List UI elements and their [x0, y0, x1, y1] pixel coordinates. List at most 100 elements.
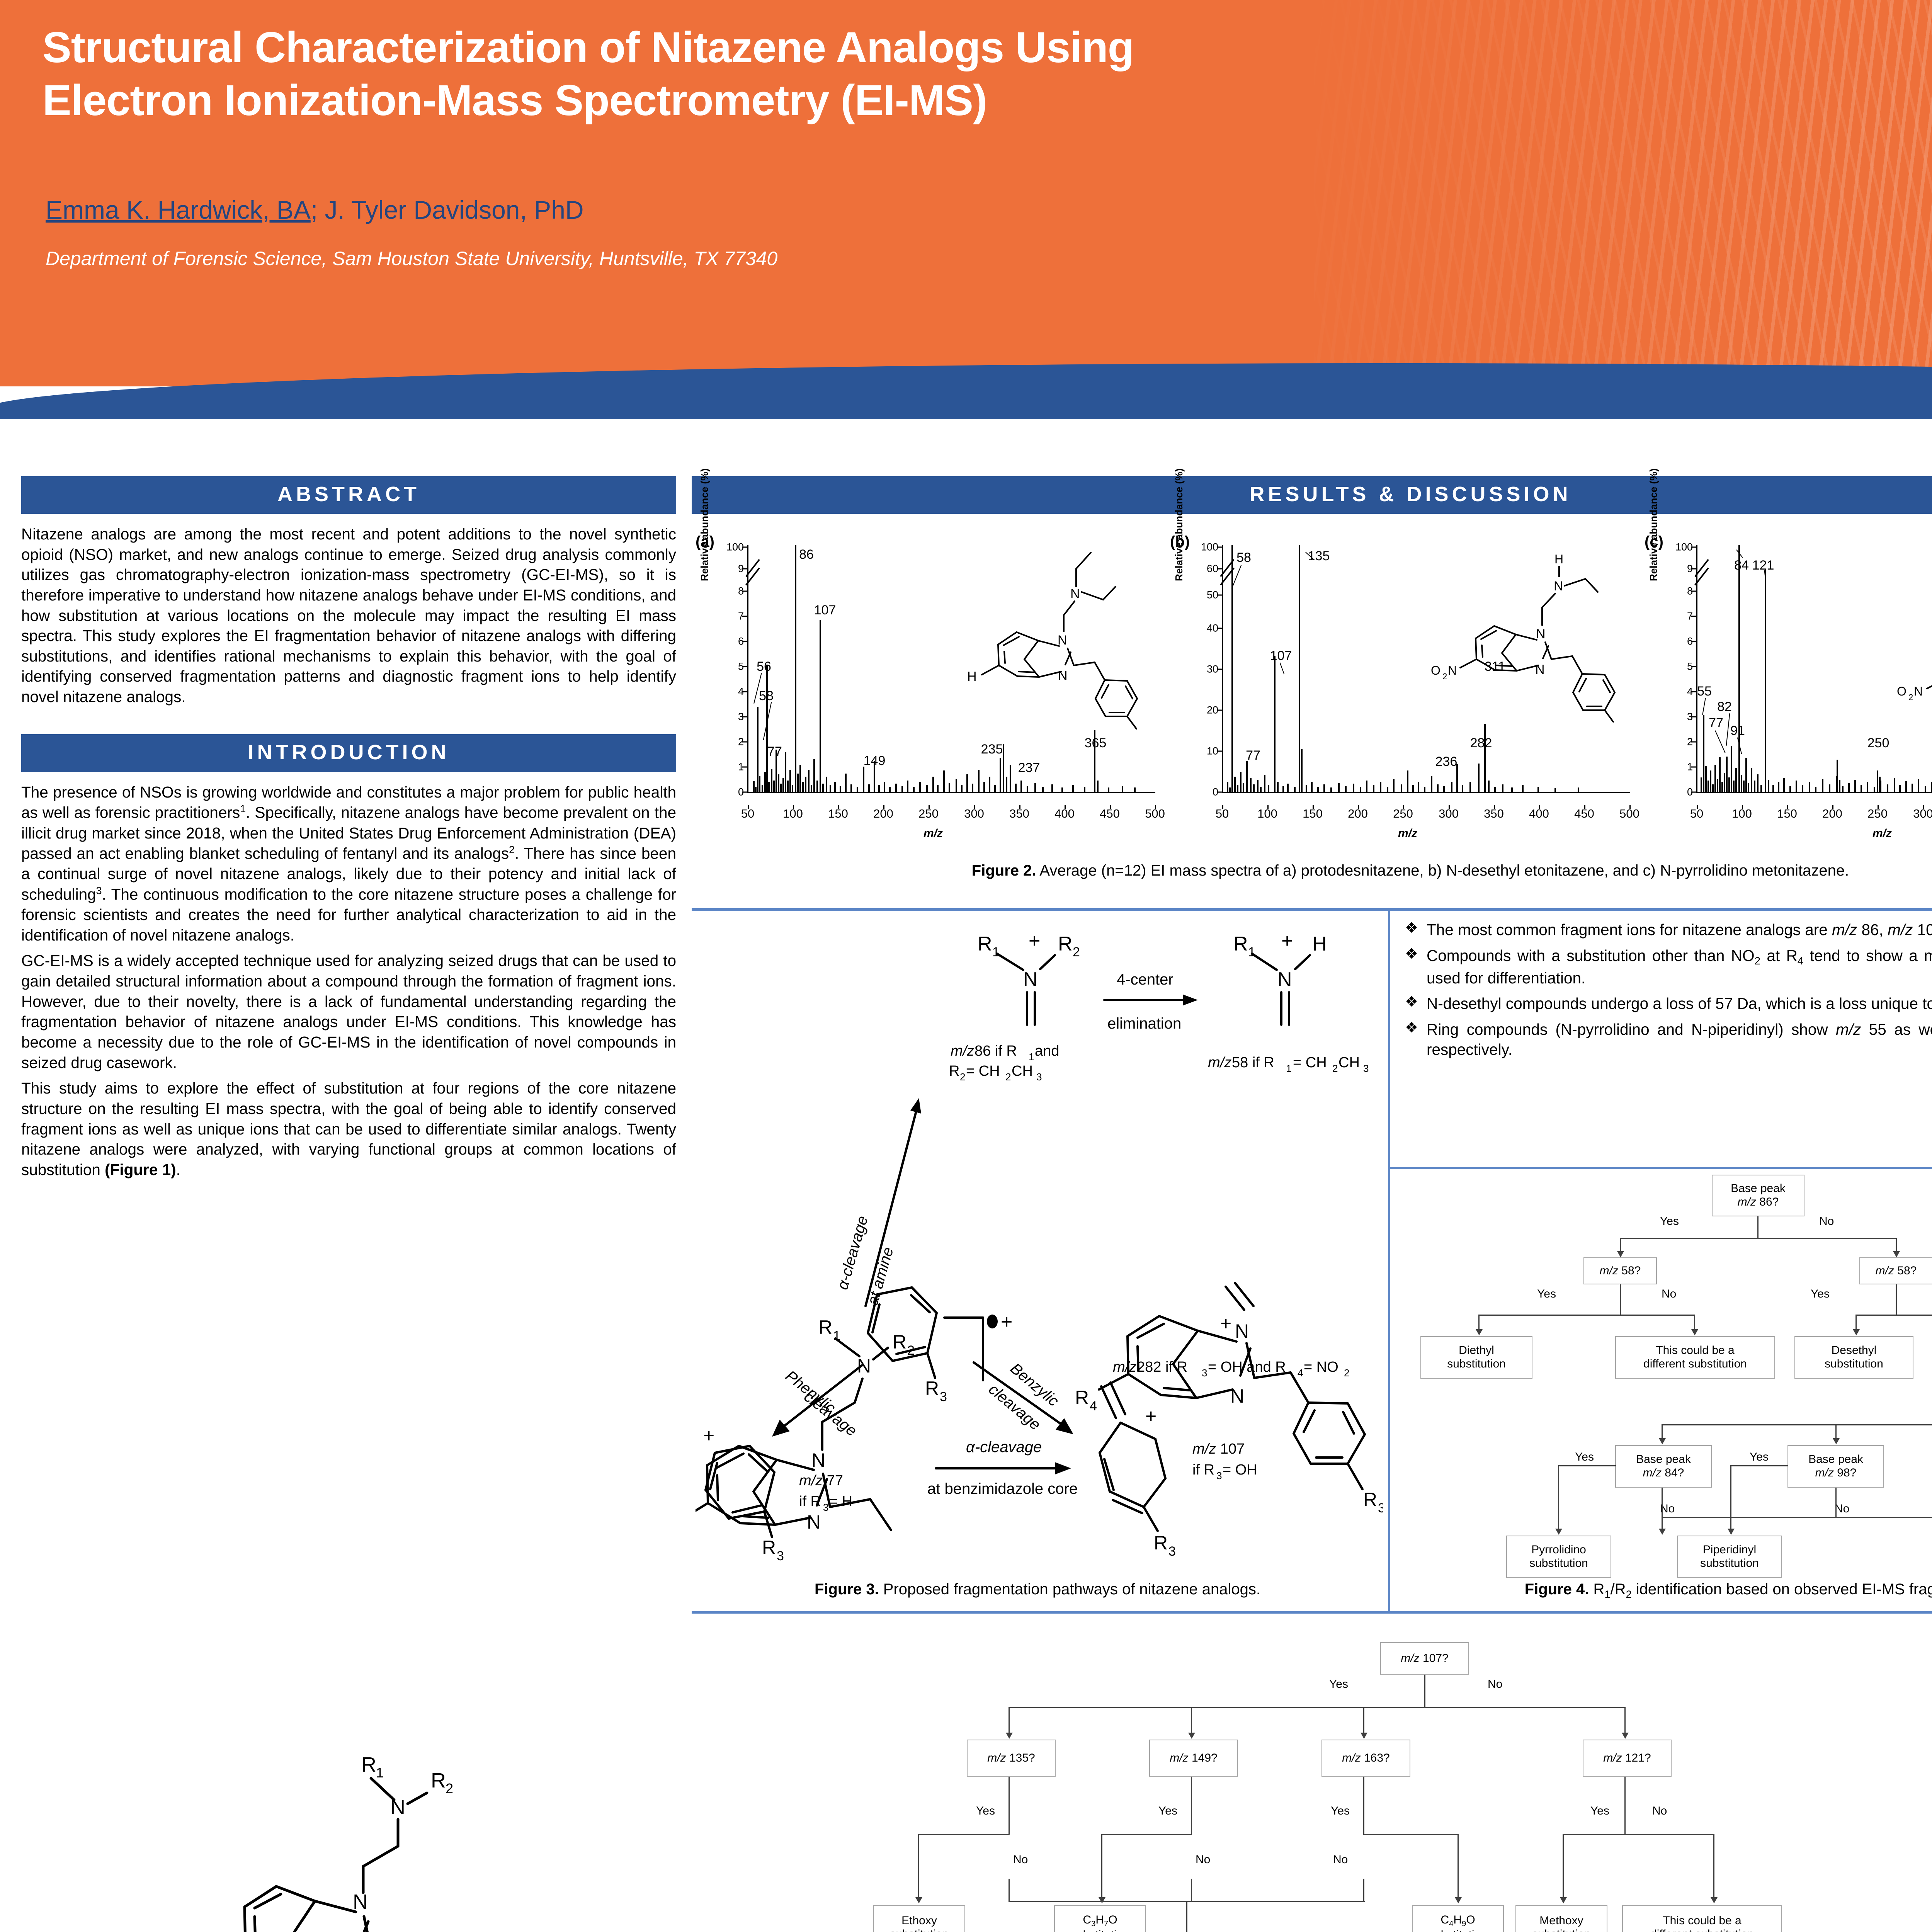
- xtick: 400: [1054, 807, 1075, 820]
- xtick: 250: [1393, 807, 1413, 820]
- svg-text:2: 2: [1332, 1063, 1338, 1074]
- svg-text:3: 3: [940, 1389, 947, 1404]
- svg-text:N: N: [390, 1796, 405, 1819]
- svg-text:1: 1: [1029, 1051, 1034, 1063]
- xtick: 300: [964, 807, 984, 820]
- svg-text:N: N: [1914, 684, 1923, 698]
- svg-text:1: 1: [1248, 945, 1255, 959]
- svg-text:3: 3: [777, 1549, 784, 1563]
- spectrum-c-x-axis: [1696, 792, 1932, 793]
- svg-text:R: R: [1233, 933, 1248, 955]
- ytick: 100: [726, 541, 744, 553]
- poster-title-line2: Electron Ionization-Mass Spectrometry (E…: [43, 76, 987, 124]
- peak-label: 121: [1752, 558, 1774, 573]
- svg-text:R: R: [925, 1378, 939, 1399]
- xtick: 500: [1145, 807, 1165, 820]
- svg-text:4-center: 4-center: [1117, 971, 1173, 988]
- poster-title-line1: Structural Characterization of Nitazene …: [43, 23, 1134, 71]
- svg-text:R: R: [893, 1331, 906, 1353]
- ytick: 8: [738, 585, 744, 597]
- svg-text:N: N: [1554, 579, 1563, 594]
- figure4-decision-tree: Base peak m/z 86? Yes No m/z 58? m/z 58? …: [1406, 1175, 1932, 1584]
- svg-text:+: +: [1281, 930, 1293, 952]
- svg-text:CH: CH: [1338, 1054, 1360, 1071]
- svg-text:if R: if R: [1192, 1462, 1214, 1478]
- spectrum-c-ylabel: Relative abundance (%): [1648, 468, 1659, 581]
- node-base-peak-98: Base peak m/z 98?: [1787, 1445, 1884, 1488]
- edge-label-no: No: [1013, 1853, 1028, 1866]
- divider-horizontal-3: [692, 1611, 1932, 1614]
- svg-text:m/z 107: m/z 107: [1192, 1441, 1245, 1457]
- n-desethyl-etonitazene-structure-inset: H N N N O 2: [1431, 552, 1616, 723]
- edge-label-no: No: [1819, 1215, 1834, 1228]
- edge-label-yes: Yes: [1158, 1804, 1177, 1817]
- affiliation: Department of Forensic Science, Sam Hous…: [46, 248, 778, 269]
- xtick: 100: [1257, 807, 1277, 820]
- svg-text:+: +: [1001, 1311, 1012, 1333]
- peak-label: 107: [814, 603, 836, 617]
- figure2-caption: Figure 2. Average (n=12) EI mass spectra…: [971, 862, 1849, 879]
- ytick: 9: [1687, 563, 1693, 575]
- intro-paragraph-3: This study aims to explore the effect of…: [21, 1079, 676, 1179]
- figure3-lower-pathways: m/z 282 if R 3 = OH and R 4 = NO 2 R 3 P…: [696, 1264, 1383, 1627]
- n-pyrrolidino-metonitazene-structure-inset: N N N O 2 N: [1897, 684, 1932, 702]
- spectrum-b-plot-area: 0 10 20 30 40 50 60 100: [1201, 541, 1639, 821]
- spectrum-b-ylabel: Relative abundance (%): [1173, 468, 1185, 581]
- peak-label: 56: [757, 659, 771, 674]
- xtick: 250: [1867, 807, 1888, 820]
- poster-title: Structural Characterization of Nitazene …: [43, 21, 1932, 127]
- svg-text:3: 3: [1168, 1544, 1176, 1559]
- ytick: 1: [1687, 761, 1693, 773]
- edge-label-yes: Yes: [1537, 1287, 1556, 1300]
- svg-text:= CH: = CH: [966, 1063, 1000, 1079]
- svg-text:N: N: [811, 1449, 825, 1471]
- peak-label: 236: [1435, 754, 1458, 769]
- node-mz135: m/z 135?: [967, 1740, 1056, 1777]
- svg-text:N: N: [353, 1890, 368, 1913]
- ytick: 100: [1201, 541, 1218, 553]
- svg-text:N: N: [1058, 668, 1068, 683]
- node-base-peak-86: Base peak m/z 86?: [1712, 1175, 1804, 1216]
- ytick: 3: [738, 711, 744, 723]
- ytick: 30: [1206, 663, 1218, 675]
- svg-text:R: R: [1154, 1532, 1168, 1554]
- svg-text:= CH: = CH: [1293, 1054, 1327, 1071]
- results-bullet-list: The most common fragment ions for nitaze…: [1403, 919, 1932, 1065]
- svg-text:1: 1: [1286, 1063, 1291, 1074]
- results-heading: RESULTS & DISCUSSION: [692, 476, 1932, 514]
- spectrum-panel-c: (c) Relative abundance (%) m/z 0 1 2 3 4…: [1645, 468, 1932, 846]
- svg-text:2: 2: [1073, 945, 1080, 959]
- panel-label-c: (c): [1645, 533, 1663, 550]
- svg-text:3: 3: [1363, 1063, 1369, 1074]
- edge-label-no: No: [1333, 1853, 1348, 1866]
- peak-label: 149: [863, 753, 886, 768]
- edge-label-no: No: [1662, 1287, 1677, 1300]
- svg-text:elimination: elimination: [1107, 1015, 1181, 1032]
- peak-label: 55: [1697, 684, 1712, 699]
- peak-label: 235: [981, 742, 1003, 757]
- svg-text:H: H: [1554, 552, 1563, 566]
- spectrum-b-xlabel: m/z: [1398, 827, 1417, 840]
- intro-paragraph-1: The presence of NSOs is growing worldwid…: [21, 783, 676, 944]
- spectrum-a-xlabel: m/z: [923, 827, 943, 840]
- abstract-heading: ABSTRACT: [21, 476, 676, 514]
- peak-label: 91: [1730, 723, 1745, 738]
- xtick: 350: [1009, 807, 1029, 820]
- ytick: 7: [1687, 610, 1693, 622]
- figure3-caption: Figure 3. Proposed fragmentation pathway…: [814, 1581, 1260, 1598]
- author-list: Emma K. Hardwick, BA; J. Tyler Davidson,…: [46, 195, 1932, 224]
- xtick: 50: [741, 807, 755, 820]
- svg-text:1: 1: [992, 945, 1000, 959]
- divider-horizontal-2: [1388, 1167, 1932, 1169]
- svg-text:R: R: [1075, 1387, 1089, 1408]
- peak-label: 77: [1246, 748, 1260, 763]
- ytick: 5: [1687, 660, 1693, 672]
- ytick: 20: [1206, 704, 1218, 716]
- svg-text:+: +: [703, 1425, 714, 1446]
- svg-text:3: 3: [823, 1502, 828, 1513]
- figure1-block: R 1 R 2 N N N: [21, 1750, 676, 1932]
- center-column: RESULTS & DISCUSSION: [692, 476, 1932, 514]
- peak-label: 77: [767, 744, 782, 759]
- svg-text:2: 2: [1344, 1367, 1349, 1379]
- poster-header: Structural Characterization of Nitazene …: [0, 0, 1932, 433]
